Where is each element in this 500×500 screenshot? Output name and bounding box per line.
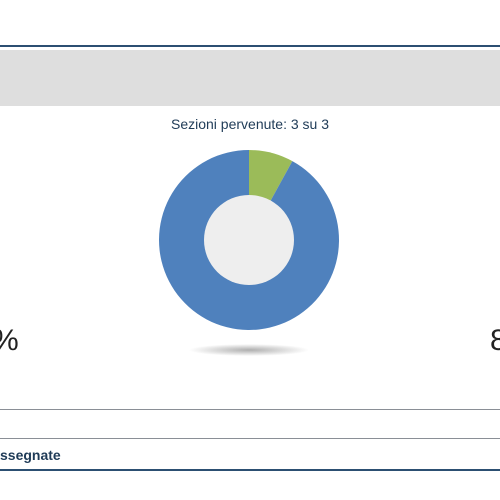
donut-hole: [204, 195, 294, 285]
percentage-text-right: 8: [490, 324, 500, 357]
header-band: [0, 50, 500, 106]
percentage-text-left: %: [0, 326, 19, 356]
divider: [0, 409, 500, 410]
top-border: [0, 45, 500, 47]
sections-received-label: Sezioni pervenute: 3 su 3: [171, 116, 329, 132]
bottom-border: [0, 469, 500, 471]
assigned-label: ssegnate: [0, 447, 61, 463]
divider: [0, 438, 500, 439]
chart-shadow: [189, 344, 309, 356]
